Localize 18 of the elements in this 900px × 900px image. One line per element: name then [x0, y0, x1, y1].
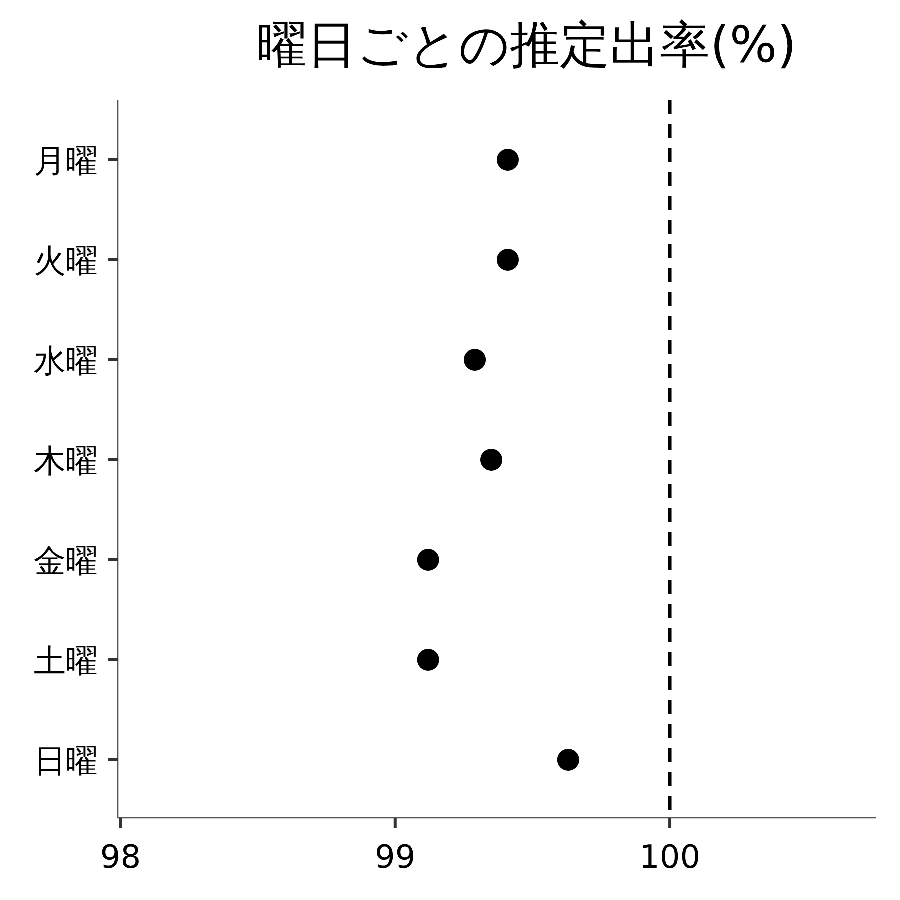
y-tick-label: 水曜 [34, 342, 98, 380]
y-tick-label: 木曜 [34, 442, 98, 480]
y-tick-label: 日曜 [34, 742, 98, 780]
point [417, 549, 440, 571]
y-tick-label: 火曜 [34, 242, 98, 280]
point [480, 449, 503, 471]
point [496, 249, 519, 271]
point [496, 149, 519, 171]
y-tick-label: 金曜 [34, 542, 98, 580]
point [557, 749, 580, 771]
point [464, 349, 486, 371]
chart-title: 曜日ごとの推定出率(%) [257, 16, 797, 74]
y-tick-label: 土曜 [34, 642, 98, 680]
x-tick-label: 98 [100, 838, 142, 876]
x-tick-label: 100 [639, 838, 701, 876]
point [417, 649, 440, 671]
y-tick-label: 月曜 [34, 142, 98, 180]
x-tick-label: 99 [375, 838, 416, 876]
